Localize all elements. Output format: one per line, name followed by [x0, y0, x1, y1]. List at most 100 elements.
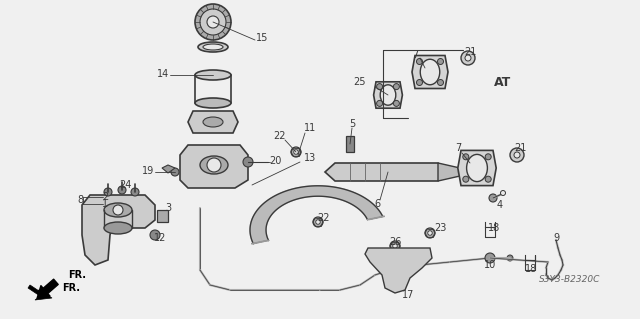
Circle shape	[417, 79, 422, 85]
Text: 6: 6	[374, 199, 380, 209]
Text: 23: 23	[434, 223, 446, 233]
Text: 7: 7	[455, 143, 461, 153]
Circle shape	[316, 220, 320, 224]
Text: 22: 22	[317, 213, 329, 223]
Circle shape	[394, 84, 399, 90]
Circle shape	[200, 9, 226, 35]
Circle shape	[485, 154, 492, 160]
Text: 26: 26	[389, 237, 401, 247]
Circle shape	[485, 253, 495, 263]
Circle shape	[465, 55, 471, 61]
Circle shape	[195, 4, 231, 40]
Text: 11: 11	[304, 123, 316, 133]
Polygon shape	[325, 163, 448, 181]
Text: 12: 12	[154, 233, 166, 243]
Polygon shape	[458, 150, 496, 186]
Polygon shape	[412, 56, 448, 88]
Circle shape	[150, 230, 160, 240]
Ellipse shape	[104, 222, 132, 234]
Polygon shape	[188, 111, 238, 133]
Circle shape	[394, 100, 399, 107]
Polygon shape	[180, 145, 248, 188]
Text: 24: 24	[119, 180, 131, 190]
Circle shape	[425, 228, 435, 238]
Polygon shape	[157, 210, 168, 222]
Text: 15: 15	[256, 33, 268, 43]
Circle shape	[207, 16, 219, 28]
Text: 7: 7	[412, 50, 418, 60]
Text: 3: 3	[165, 203, 171, 213]
Text: 1: 1	[102, 199, 108, 209]
Circle shape	[376, 84, 383, 90]
Text: 10: 10	[484, 260, 496, 270]
Circle shape	[291, 147, 301, 157]
Circle shape	[463, 176, 468, 182]
Circle shape	[500, 190, 506, 196]
Text: 21: 21	[514, 143, 526, 153]
Circle shape	[390, 241, 400, 251]
Circle shape	[376, 100, 383, 107]
Text: 21: 21	[464, 47, 476, 57]
Circle shape	[313, 217, 323, 227]
Circle shape	[243, 157, 253, 167]
Text: 8: 8	[77, 195, 83, 205]
Text: S3Y3-B2320C: S3Y3-B2320C	[540, 276, 601, 285]
Text: 22: 22	[274, 131, 286, 141]
Text: 2: 2	[102, 192, 108, 202]
Polygon shape	[82, 195, 155, 265]
Polygon shape	[367, 216, 385, 219]
Circle shape	[438, 79, 444, 85]
Text: FR.: FR.	[62, 283, 80, 293]
Circle shape	[113, 205, 123, 215]
Ellipse shape	[200, 156, 228, 174]
Polygon shape	[346, 136, 354, 152]
Text: 25: 25	[354, 77, 366, 87]
Text: 4: 4	[497, 200, 503, 210]
Circle shape	[514, 152, 520, 158]
Circle shape	[171, 168, 179, 176]
Polygon shape	[374, 82, 403, 108]
Circle shape	[393, 244, 397, 248]
Text: 13: 13	[304, 153, 316, 163]
Ellipse shape	[467, 154, 488, 182]
Polygon shape	[250, 186, 383, 244]
Circle shape	[463, 154, 468, 160]
Polygon shape	[28, 285, 52, 300]
Polygon shape	[365, 248, 432, 293]
Text: 20: 20	[269, 156, 281, 166]
Text: 5: 5	[349, 119, 355, 129]
Text: 14: 14	[157, 69, 169, 79]
Ellipse shape	[195, 70, 231, 80]
Circle shape	[489, 194, 497, 202]
Text: FR.: FR.	[68, 270, 86, 280]
Circle shape	[438, 58, 444, 64]
Polygon shape	[252, 241, 269, 244]
Circle shape	[118, 186, 126, 194]
Text: 18: 18	[525, 264, 537, 274]
Circle shape	[461, 51, 475, 65]
Circle shape	[485, 176, 492, 182]
Circle shape	[294, 150, 298, 154]
Ellipse shape	[198, 42, 228, 52]
Text: 19: 19	[142, 166, 154, 176]
Circle shape	[507, 255, 513, 261]
Polygon shape	[438, 163, 460, 181]
Text: 17: 17	[402, 290, 414, 300]
Circle shape	[104, 188, 112, 196]
Ellipse shape	[195, 98, 231, 108]
Ellipse shape	[380, 85, 396, 105]
Text: 9: 9	[553, 233, 559, 243]
FancyArrowPatch shape	[37, 279, 58, 298]
Text: 18: 18	[488, 223, 500, 233]
Circle shape	[477, 167, 487, 177]
Circle shape	[131, 188, 139, 196]
Polygon shape	[162, 165, 175, 173]
Text: AT: AT	[494, 76, 511, 88]
Circle shape	[428, 231, 432, 235]
Circle shape	[417, 58, 422, 64]
Circle shape	[510, 148, 524, 162]
Circle shape	[207, 158, 221, 172]
Ellipse shape	[104, 203, 132, 217]
Ellipse shape	[420, 59, 440, 85]
Ellipse shape	[203, 44, 223, 50]
